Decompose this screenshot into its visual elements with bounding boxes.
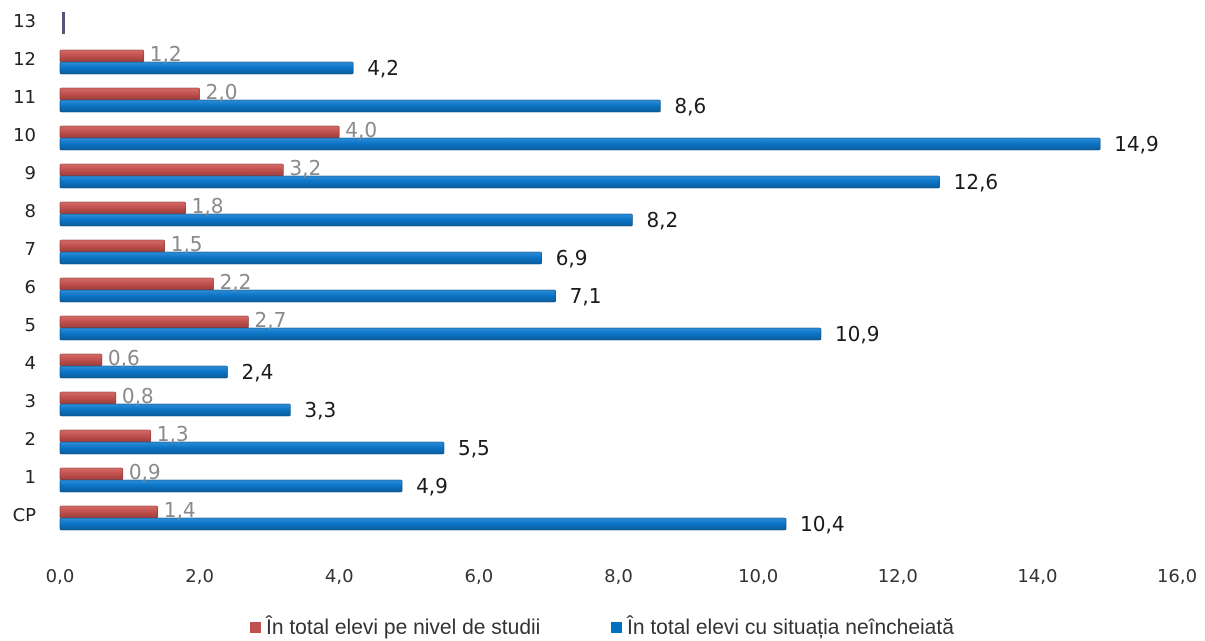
data-label-situatie-neincheiata: 4,9 <box>416 474 448 498</box>
legend-entry: În total elevi pe nivel de studii <box>265 616 540 639</box>
bars-layer <box>59 12 1101 531</box>
x-tick-label: 4,0 <box>325 566 354 587</box>
bar-nivel-studii <box>59 49 145 63</box>
bar-situatie-neincheiata <box>59 403 291 417</box>
data-label-situatie-neincheiata: 8,2 <box>646 208 678 232</box>
data-label-situatie-neincheiata: 10,9 <box>835 322 880 346</box>
category-label: 8 <box>25 201 36 222</box>
data-label-situatie-neincheiata: 10,4 <box>800 512 845 536</box>
bar-situatie-neincheiata <box>59 175 940 189</box>
x-tick-label: 10,0 <box>738 566 778 587</box>
data-label-situatie-neincheiata: 5,5 <box>458 436 490 460</box>
bar-nivel-studii <box>59 201 186 215</box>
x-tick-label: 0,0 <box>46 566 75 587</box>
data-label-situatie-neincheiata: 7,1 <box>570 284 602 308</box>
data-label-nivel-studii: 3,2 <box>289 156 321 180</box>
data-label-nivel-studii: 1,2 <box>150 42 182 66</box>
legend-swatch <box>250 622 261 633</box>
bar-nivel-studii <box>59 87 200 101</box>
data-label-nivel-studii: 2,2 <box>220 270 252 294</box>
category-label: 12 <box>13 49 36 70</box>
category-label: 11 <box>13 87 36 108</box>
bar-situatie-neincheiata <box>59 251 543 265</box>
bar-situatie-neincheiata <box>59 365 228 379</box>
bar-nivel-studii <box>59 277 214 291</box>
labels-layer: 1,4 10,4 0,9 4,9 1,3 5,5 0,8 3,3 0,6 2,4 2,7 10,9 2,… <box>108 42 1159 536</box>
data-label-nivel-studii: 0,6 <box>108 346 140 370</box>
category-label: CP <box>13 505 37 526</box>
bar-nivel-studii <box>59 391 117 405</box>
data-label-situatie-neincheiata: 6,9 <box>556 246 588 270</box>
category-label: 13 <box>13 11 36 32</box>
data-label-situatie-neincheiata: 8,6 <box>674 94 706 118</box>
category-label: 4 <box>25 353 36 374</box>
bar-situatie-neincheiata <box>59 441 445 455</box>
category-label: 5 <box>25 315 36 336</box>
bar-situatie-neincheiata <box>59 289 556 303</box>
bar-nivel-studii <box>59 505 159 519</box>
bar-situatie-neincheiata <box>59 479 403 493</box>
x-axis: 0,0 2,0 4,0 6,0 8,0 10,0 12,0 14,0 16,0 <box>46 566 1197 587</box>
x-tick-label: 6,0 <box>465 566 494 587</box>
bar-nivel-studii <box>59 239 166 253</box>
data-label-situatie-neincheiata: 2,4 <box>242 360 274 384</box>
category-label: 6 <box>25 277 36 298</box>
data-label-nivel-studii: 1,8 <box>192 194 224 218</box>
data-label-situatie-neincheiata: 3,3 <box>304 398 336 422</box>
legend: În total elevi pe nivel de studii În tota… <box>250 616 954 639</box>
bar-situatie-neincheiata <box>59 517 787 531</box>
bar-situatie-neincheiata <box>59 137 1101 151</box>
x-tick-label: 12,0 <box>878 566 918 587</box>
x-tick-label: 16,0 <box>1157 566 1197 587</box>
bar-situatie-neincheiata <box>59 327 822 341</box>
bar-nivel-studii <box>59 353 103 367</box>
legend-swatch <box>611 622 622 633</box>
category-label: 7 <box>25 239 36 260</box>
category-label: 1 <box>25 467 36 488</box>
x-tick-label: 2,0 <box>185 566 214 587</box>
data-label-nivel-studii: 0,9 <box>129 460 161 484</box>
data-label-situatie-neincheiata: 4,2 <box>367 56 399 80</box>
data-label-nivel-studii: 1,4 <box>164 498 196 522</box>
bar-situatie-neincheiata <box>59 99 661 113</box>
category-label: 9 <box>25 163 36 184</box>
bar-nivel-studii <box>59 315 249 329</box>
category-label: 2 <box>25 429 36 450</box>
bar-nivel-studii <box>59 163 284 177</box>
bar-nivel-studii <box>59 125 340 139</box>
data-label-nivel-studii: 4,0 <box>345 118 377 142</box>
category-label: 10 <box>13 125 36 146</box>
data-label-nivel-studii: 1,3 <box>157 422 189 446</box>
bar-mark-13 <box>62 12 65 34</box>
data-label-situatie-neincheiata: 12,6 <box>954 170 999 194</box>
data-label-nivel-studii: 0,8 <box>122 384 154 408</box>
category-label: 3 <box>25 391 36 412</box>
data-label-situatie-neincheiata: 14,9 <box>1114 132 1159 156</box>
bar-nivel-studii <box>59 467 124 481</box>
data-label-nivel-studii: 2,7 <box>254 308 286 332</box>
bar-situatie-neincheiata <box>59 213 633 227</box>
x-tick-label: 14,0 <box>1017 566 1057 587</box>
bar-situatie-neincheiata <box>59 61 354 75</box>
legend-entry: În total elevi cu situația neîncheiată <box>626 616 954 639</box>
data-label-nivel-studii: 1,5 <box>171 232 203 256</box>
bar-nivel-studii <box>59 429 152 443</box>
data-label-nivel-studii: 2,0 <box>206 80 238 104</box>
x-tick-label: 8,0 <box>604 566 633 587</box>
